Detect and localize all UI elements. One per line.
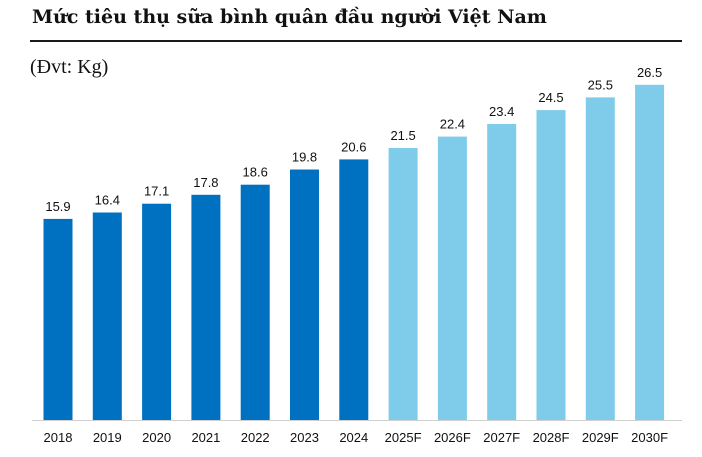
data-label-2019: 16.4 [95,193,120,208]
x-tick-label-2030F: 2030F [631,430,668,445]
bar-2022 [240,184,270,420]
x-tick-label-2020: 2020 [142,430,171,445]
data-label-2024: 20.6 [341,139,366,154]
bar-2019 [92,212,122,420]
data-label-2030F: 26.5 [637,65,662,80]
bar-2029F [585,97,615,421]
bar-2027F [487,124,517,420]
chart-title: Mức tiêu thụ sữa bình quân đầu người Việ… [32,6,547,28]
data-label-2026F: 22.4 [440,117,465,132]
unit-label: (Đvt: Kg) [30,56,109,78]
bar-2021 [191,194,221,420]
bar-2026F [437,136,467,420]
x-tick-label-2029F: 2029F [582,430,619,445]
title-divider [30,40,682,42]
bar-2024 [339,159,369,420]
data-label-2022: 18.6 [243,165,268,180]
bar-2028F [536,110,566,420]
bar-2020 [142,203,172,420]
x-tick-label-2023: 2023 [290,430,319,445]
x-tick-label-2022: 2022 [241,430,270,445]
data-label-2023: 19.8 [292,150,317,165]
x-tick-label-2026F: 2026F [434,430,471,445]
bar-2023 [290,169,319,420]
x-tick-label-2018: 2018 [44,430,73,445]
data-label-2027F: 23.4 [489,104,514,119]
x-tick-label-2024: 2024 [339,430,368,445]
bar-2018 [43,218,73,420]
data-label-2021: 17.8 [193,175,218,190]
data-label-2025F: 21.5 [390,128,415,143]
bar-2025F [388,148,418,420]
data-label-2028F: 24.5 [538,90,563,105]
data-label-2029F: 25.5 [588,77,613,92]
bar-2030F [635,84,665,421]
x-tick-label-2019: 2019 [93,430,122,445]
x-tick-label-2025F: 2025F [385,430,422,445]
x-tick-label-2027F: 2027F [483,430,520,445]
data-label-2020: 17.1 [144,184,169,199]
data-label-2018: 15.9 [45,199,70,214]
x-tick-label-2021: 2021 [191,430,220,445]
x-tick-label-2028F: 2028F [533,430,570,445]
